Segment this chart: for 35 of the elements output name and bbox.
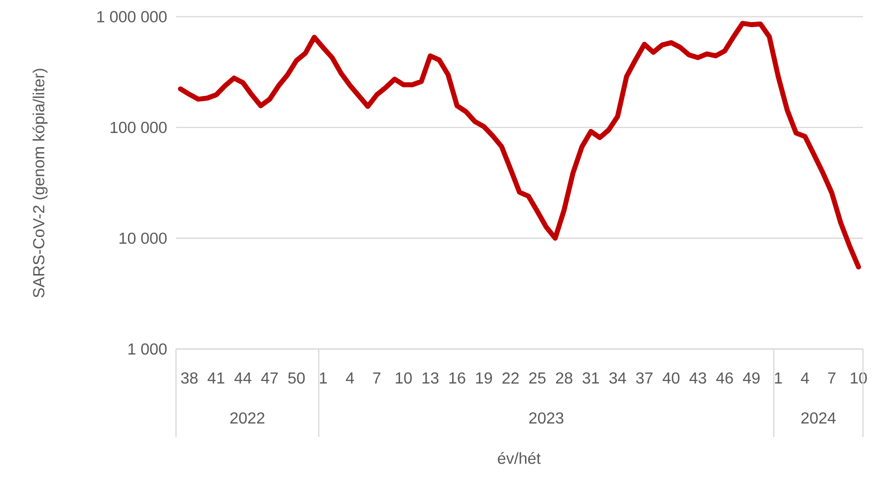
y-tick-label: 1 000 000 <box>97 11 167 22</box>
x-tick-label: 10 <box>396 372 412 384</box>
x-tick-label: 28 <box>556 372 572 384</box>
text: 2024 <box>801 412 836 424</box>
x-tick-label: 16 <box>449 372 466 384</box>
x-tick-label: 31 <box>582 372 599 384</box>
y-tick-label: 1 000 <box>128 343 167 355</box>
x-tick-label: 43 <box>689 372 706 384</box>
x-tick-label: 10 <box>850 372 867 384</box>
text: 2023 <box>529 412 564 424</box>
x-tick-label: 19 <box>476 372 492 384</box>
text: 2022 <box>230 412 264 424</box>
x-tick-label: 22 <box>502 372 519 384</box>
x-tick-label: 25 <box>529 372 546 384</box>
x-tick-label: 44 <box>234 372 252 384</box>
x-tick-label: 40 <box>662 372 680 384</box>
y-tick-label: 100 000 <box>110 122 167 134</box>
x-tick-label: 37 <box>636 372 652 384</box>
y-axis-title: SARS-CoV-2 (genom kópia/liter) <box>32 68 48 298</box>
x-tick-label: 1 <box>775 372 782 384</box>
y-tick-label: 10 000 <box>120 232 167 244</box>
x-tick-label: 47 <box>261 372 278 384</box>
x-tick-label: 7 <box>373 372 380 384</box>
x-tick-label: 46 <box>716 372 733 384</box>
x-tick-label: 49 <box>742 372 760 384</box>
x-tick-label: 38 <box>181 372 198 384</box>
x-axis-title: év/hét <box>498 452 541 464</box>
x-tick-label: 4 <box>800 372 809 384</box>
x-tick-label: 13 <box>422 372 438 384</box>
x-tick-label: 1 <box>320 372 327 384</box>
x-tick-label: 34 <box>609 372 626 384</box>
x-tick-label: 4 <box>346 372 354 384</box>
x-tick-label: 50 <box>288 372 305 384</box>
x-tick-label: 7 <box>828 372 836 384</box>
x-tick-label: 41 <box>208 372 224 384</box>
